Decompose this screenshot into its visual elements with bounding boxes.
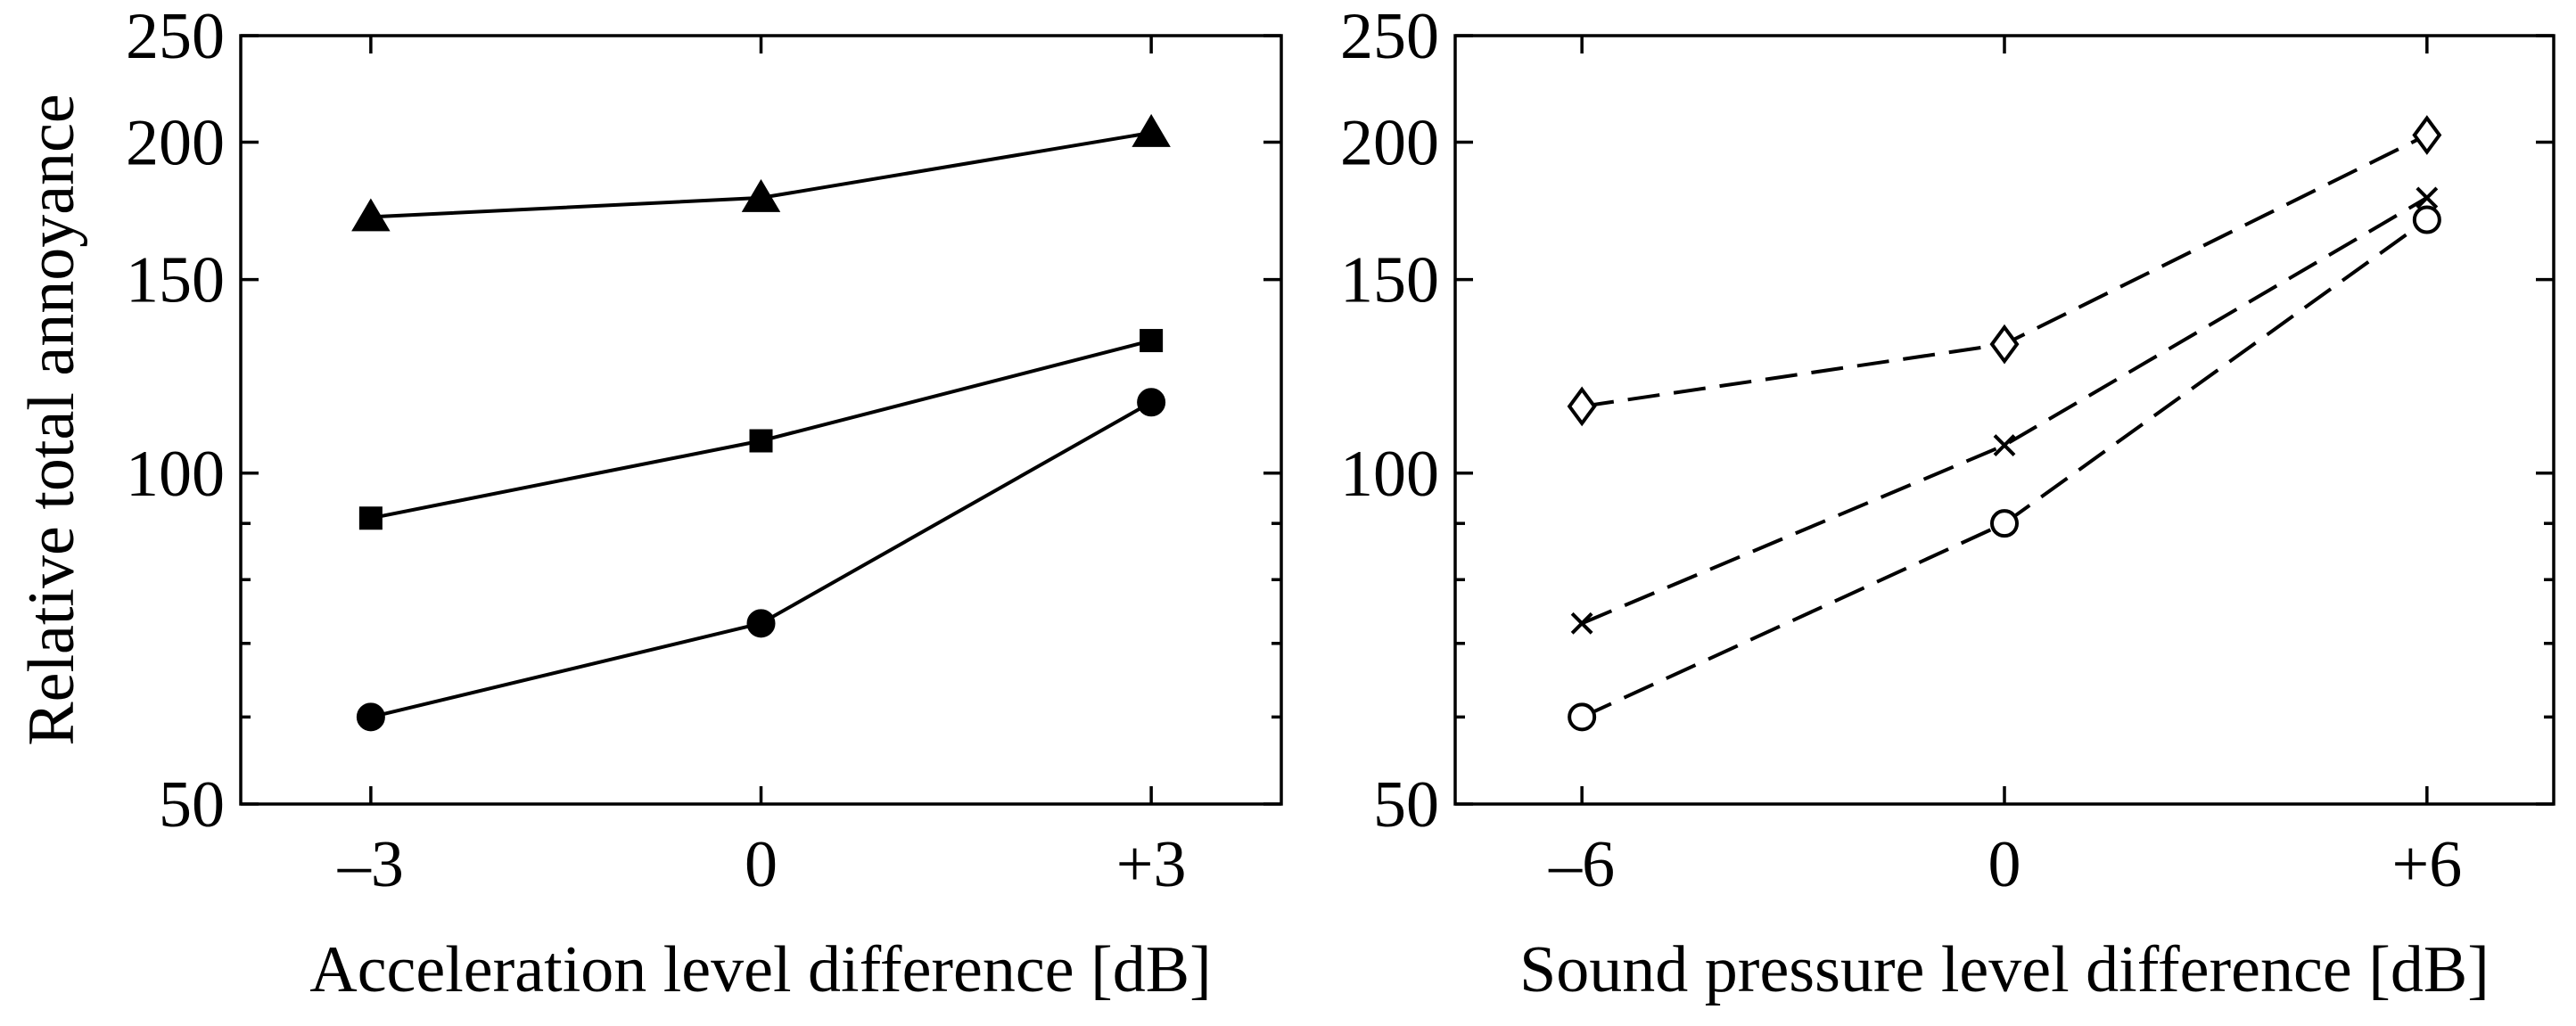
left-marker-triangle bbox=[741, 178, 781, 212]
left-x-tick-label: 0 bbox=[745, 828, 778, 901]
right-marker-cross bbox=[2416, 186, 2439, 209]
right-marker-cross bbox=[1993, 434, 2016, 456]
left-x-axis-label: Acceleration level difference [dB] bbox=[309, 933, 1211, 1006]
left-marker-square bbox=[358, 506, 383, 530]
right-axis-ticks bbox=[1455, 34, 2554, 806]
left-series-group bbox=[351, 113, 1171, 732]
right-marker-diamond bbox=[1567, 386, 1597, 427]
left-marker-square bbox=[1140, 329, 1164, 353]
left-marker-square bbox=[749, 429, 773, 453]
left-marker-triangle bbox=[351, 198, 391, 232]
right-marker-circle-open bbox=[2412, 205, 2441, 234]
right-marker-circle-open bbox=[1990, 509, 2019, 538]
left-marker-circle bbox=[746, 609, 776, 638]
right-marker-cross bbox=[1570, 611, 1593, 635]
left-x-tick-label: +3 bbox=[1116, 828, 1187, 901]
right-x-tick-label: +6 bbox=[2391, 828, 2462, 901]
left-marker-circle bbox=[356, 702, 385, 732]
right-series-group bbox=[1567, 115, 2442, 732]
left-y-tick-label: 150 bbox=[126, 244, 225, 317]
left-axis-ticks bbox=[241, 34, 1281, 806]
right-y-tick-label: 150 bbox=[1340, 244, 1439, 317]
right-y-tick-label: 100 bbox=[1340, 438, 1439, 511]
left-y-axis-label: Relative total annoyance bbox=[15, 94, 88, 745]
right-y-tick-label: 250 bbox=[1340, 0, 1439, 73]
right-x-tick-label: –6 bbox=[1548, 828, 1615, 901]
left-y-tick-labels: 50 100 150 200 250 bbox=[126, 0, 225, 841]
right-x-tick-labels: –6 0 +6 bbox=[1548, 828, 2462, 901]
left-x-tick-labels: –3 0 +3 bbox=[337, 828, 1187, 901]
right-chart: 50 100 150 200 250 –6 0 +6 Sound pressure leve… bbox=[1340, 0, 2555, 1006]
right-x-tick-label: 0 bbox=[1988, 828, 2021, 901]
left-x-tick-label: –3 bbox=[337, 828, 404, 901]
right-y-tick-labels: 50 100 150 200 250 bbox=[1340, 0, 1439, 841]
right-marker-diamond bbox=[2412, 115, 2442, 155]
right-marker-diamond bbox=[1989, 324, 2020, 365]
right-series-line-cross bbox=[1581, 196, 2428, 626]
right-marker-circle-open bbox=[1568, 702, 1597, 732]
right-x-axis-label: Sound pressure level difference [dB] bbox=[1519, 933, 2490, 1006]
left-marker-triangle bbox=[1132, 113, 1171, 147]
right-y-tick-label: 50 bbox=[1373, 768, 1439, 841]
left-y-tick-label: 200 bbox=[126, 107, 225, 180]
left-y-tick-label: 100 bbox=[126, 438, 225, 511]
left-y-tick-label: 250 bbox=[126, 0, 225, 73]
left-y-tick-label: 50 bbox=[159, 768, 225, 841]
left-chart: 50 100 150 200 250 –3 0 +3 Acceleration level … bbox=[15, 0, 1283, 1006]
left-marker-circle bbox=[1137, 388, 1166, 417]
right-y-tick-label: 200 bbox=[1340, 107, 1439, 180]
